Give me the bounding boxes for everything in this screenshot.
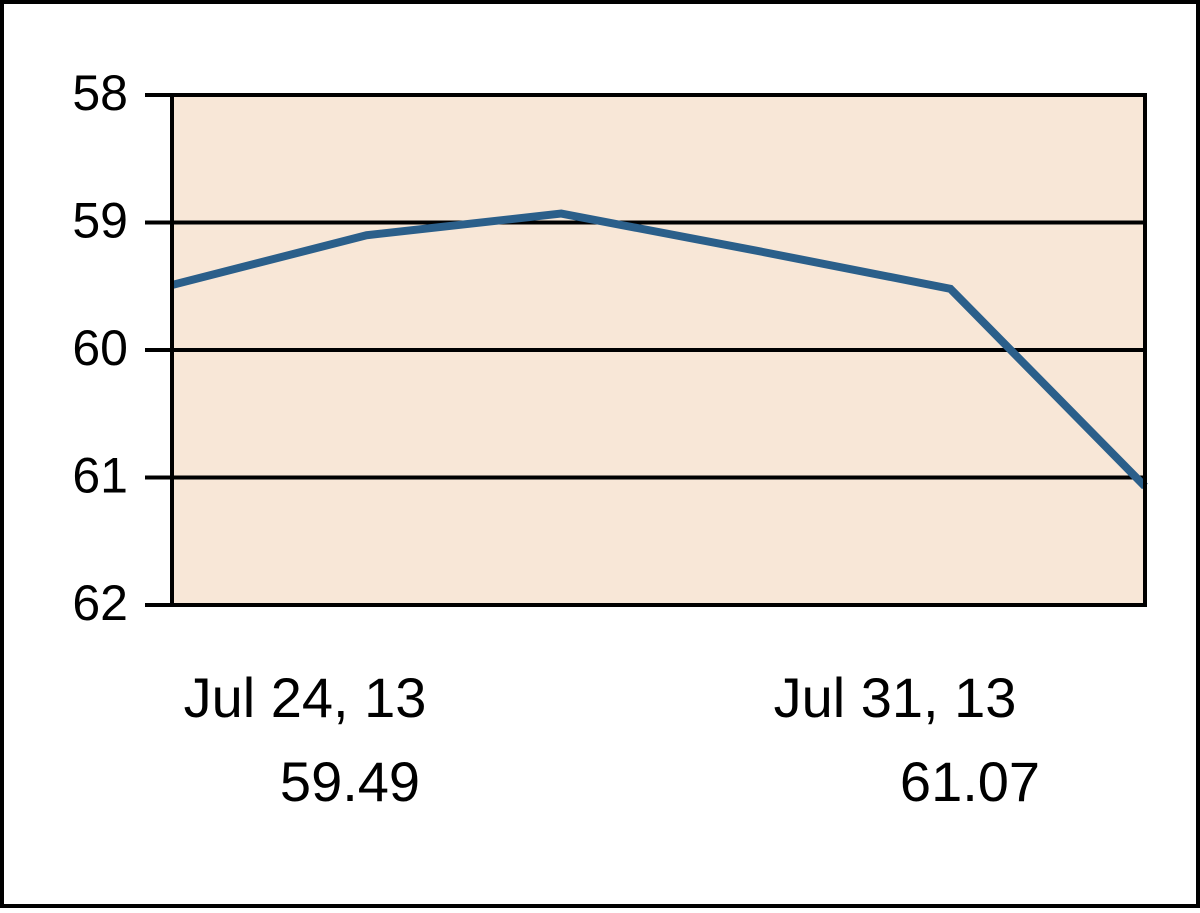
y-tick-label: 62 (72, 575, 128, 631)
y-tick-label: 58 (72, 65, 128, 121)
value-label: 59.49 (280, 750, 420, 813)
series (171, 209, 1148, 490)
labels: 58 59 60 61 62 Jul 24, 13 59.49 Jul 31, 13 61.07 (72, 65, 1040, 813)
y-tick-label: 61 (72, 448, 128, 504)
y-tick-label: 59 (72, 193, 128, 249)
value-label: 61.07 (900, 750, 1040, 813)
y-tick-label: 60 (72, 320, 128, 376)
line (171, 209, 1148, 490)
date-label: Jul 31, 13 (774, 666, 1017, 729)
plot-border (170, 93, 1147, 607)
date-label: Jul 24, 13 (184, 666, 427, 729)
